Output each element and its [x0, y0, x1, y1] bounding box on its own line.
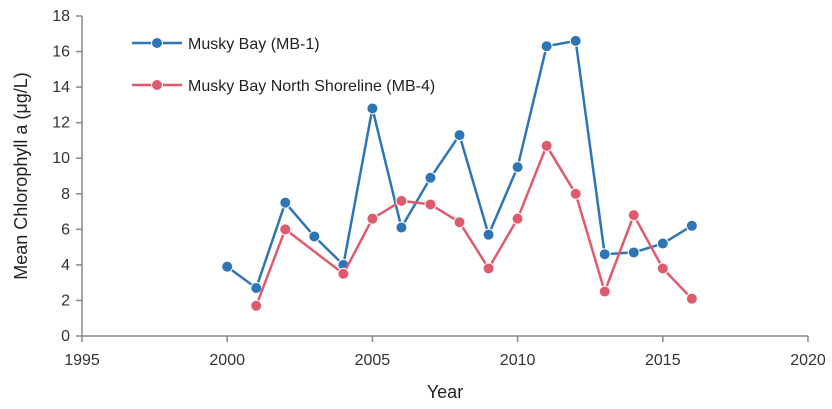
legend-label: Musky Bay North Shoreline (MB-4) [188, 78, 435, 95]
legend-item-1: Musky Bay (MB-1) [132, 36, 320, 53]
y-tick-label: 0 [61, 328, 70, 345]
data-point [540, 40, 553, 53]
data-point [453, 216, 466, 229]
axes [81, 16, 808, 337]
data-point [656, 237, 669, 250]
data-point [685, 219, 698, 232]
y-axis-ticks: 0 2 4 6 8 10 12 14 16 18 [52, 8, 82, 345]
legend-swatch-marker [151, 37, 163, 49]
y-tick-label: 8 [61, 186, 70, 203]
x-axis-ticks: 1995 2000 2005 2010 2015 2020 [64, 336, 826, 369]
series-line [255, 144, 693, 307]
y-tick-label: 18 [52, 8, 70, 25]
data-point [395, 194, 408, 207]
data-point [279, 196, 292, 209]
data-point [424, 171, 437, 184]
legend-label: Musky Bay (MB-1) [188, 36, 320, 53]
data-point [569, 34, 582, 47]
y-tick-label: 2 [61, 292, 70, 309]
data-point [511, 161, 524, 174]
x-tick-label: 2005 [355, 352, 391, 369]
data-point [656, 262, 669, 275]
legend-swatch-marker [151, 79, 163, 91]
data-point [395, 221, 408, 234]
y-tick-label: 12 [52, 115, 70, 132]
x-axis-title: Year [427, 382, 463, 402]
data-point [279, 223, 292, 236]
series-2 [250, 139, 698, 312]
data-point [482, 228, 495, 241]
y-tick-label: 6 [61, 221, 70, 238]
data-point [453, 129, 466, 142]
legend: Musky Bay (MB-1) Musky Bay North Shorelin… [132, 36, 435, 95]
x-tick-label: 2015 [645, 352, 681, 369]
data-point [627, 209, 640, 222]
series [221, 34, 698, 312]
x-tick-label: 2020 [790, 352, 826, 369]
data-point [627, 246, 640, 259]
data-point [250, 282, 263, 294]
data-point [337, 267, 350, 280]
data-point [482, 262, 495, 275]
data-point [598, 285, 611, 298]
x-tick-label: 1995 [64, 352, 100, 369]
y-tick-label: 16 [52, 44, 70, 61]
data-point [540, 139, 553, 152]
data-point [598, 248, 611, 261]
data-point [569, 187, 582, 200]
data-point [250, 299, 263, 312]
data-point [308, 230, 321, 243]
data-point [685, 292, 698, 305]
data-point [221, 260, 234, 273]
y-tick-label: 10 [52, 150, 70, 167]
data-point [366, 102, 379, 115]
x-tick-label: 2010 [500, 352, 536, 369]
data-point [366, 212, 379, 225]
y-tick-label: 14 [52, 79, 70, 96]
y-tick-label: 4 [61, 257, 70, 274]
legend-item-2: Musky Bay North Shoreline (MB-4) [132, 78, 435, 95]
series-1 [221, 34, 698, 294]
data-point [511, 212, 524, 225]
x-tick-label: 2000 [209, 352, 245, 369]
y-axis-title: Mean Chlorophyll a (μg/L) [11, 72, 31, 279]
data-point [424, 198, 437, 211]
